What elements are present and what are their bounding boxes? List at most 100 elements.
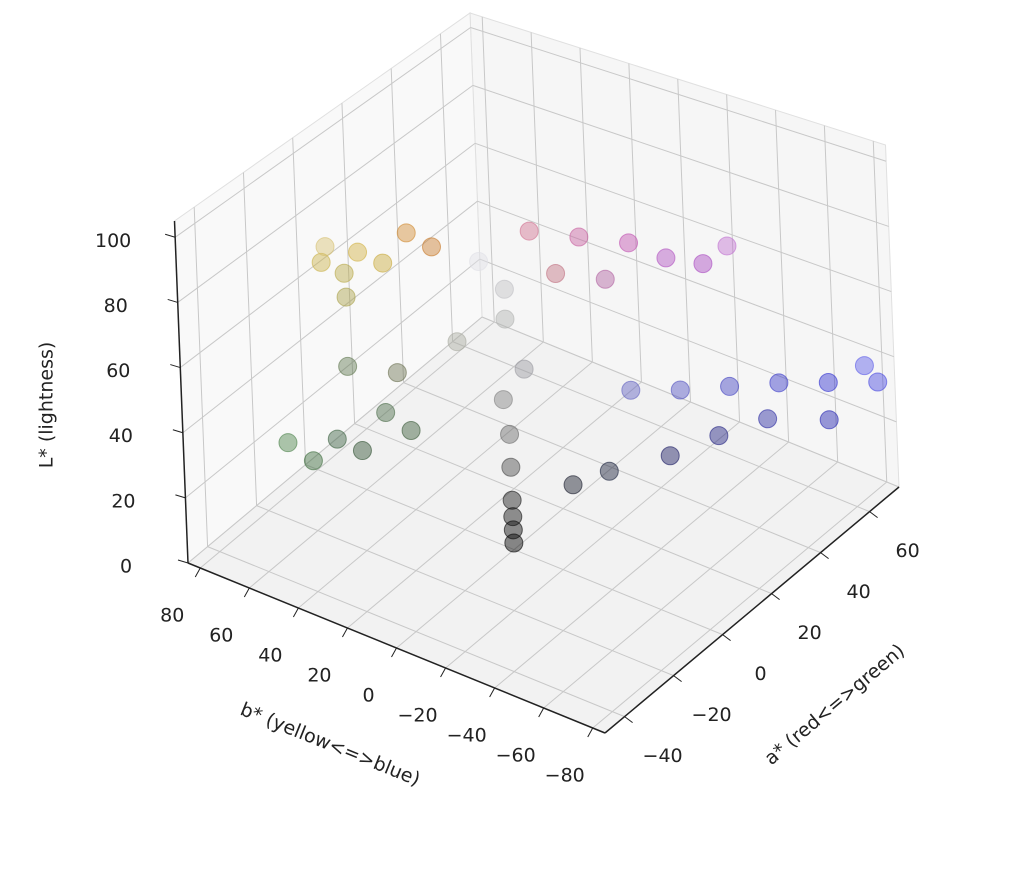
point <box>495 309 515 329</box>
point <box>348 242 368 262</box>
point <box>387 363 407 383</box>
point <box>493 390 513 410</box>
point <box>401 421 421 441</box>
grid-line <box>628 63 642 383</box>
x-tick <box>771 593 780 600</box>
grid-line <box>298 361 593 609</box>
point <box>504 533 524 553</box>
points <box>278 221 888 553</box>
z-axis-label: L* (lightness) <box>36 342 58 469</box>
z-tick-label: 40 <box>109 425 133 447</box>
grid-line <box>823 125 839 463</box>
point <box>621 380 641 400</box>
point <box>818 372 838 392</box>
point <box>501 457 521 477</box>
z-tick-label: 60 <box>106 360 130 382</box>
point <box>758 409 778 429</box>
y-tick <box>489 687 496 698</box>
grid-line <box>182 200 478 434</box>
z-tick <box>167 298 178 303</box>
point <box>315 237 335 257</box>
grid-line <box>185 258 481 499</box>
y-tick-label: −80 <box>545 765 585 787</box>
y-tick <box>440 667 446 678</box>
grid-line <box>177 84 474 303</box>
z-tick <box>170 364 181 369</box>
grid-line <box>439 33 454 342</box>
point <box>519 221 539 241</box>
point <box>502 490 522 510</box>
point <box>717 236 737 256</box>
point <box>373 253 393 273</box>
point <box>336 287 356 307</box>
grid-line <box>445 421 740 669</box>
point <box>334 263 354 283</box>
x-tick <box>820 552 829 559</box>
y-tick <box>538 707 545 718</box>
point <box>709 426 729 446</box>
y-tick <box>292 607 299 618</box>
grid-line <box>592 481 888 729</box>
grid-line <box>199 321 495 569</box>
point <box>500 424 520 444</box>
point <box>447 332 467 352</box>
x-axis-line <box>604 486 900 734</box>
grid-line <box>470 27 887 162</box>
point <box>278 433 298 453</box>
grid-line <box>481 16 495 323</box>
panes <box>173 12 900 734</box>
z-axis-line <box>173 220 189 564</box>
point <box>311 252 331 272</box>
x-tick-label: 60 <box>896 540 920 562</box>
grid-line <box>775 110 790 443</box>
grid-line <box>341 103 356 424</box>
point <box>619 233 639 253</box>
point <box>376 403 396 423</box>
grid-line <box>390 68 405 383</box>
axes <box>164 220 900 738</box>
grid <box>174 16 900 729</box>
x-axis-label: a* (red<=>green) <box>760 640 909 770</box>
grid-line <box>292 137 307 465</box>
z-tick-label: 0 <box>120 556 132 578</box>
y-tick <box>391 647 397 658</box>
point <box>769 373 789 393</box>
point <box>422 237 442 257</box>
x-tick <box>624 716 633 723</box>
y-tick-label: 80 <box>160 605 184 627</box>
grid-line <box>193 207 209 547</box>
grid-line <box>242 172 258 506</box>
x-tick-label: 40 <box>847 581 871 603</box>
point <box>660 446 680 466</box>
y-tick <box>342 627 348 638</box>
z-tick <box>175 494 186 499</box>
grid-line <box>481 316 900 488</box>
z-tick <box>172 429 184 434</box>
point <box>656 248 676 268</box>
grid-line <box>872 141 888 483</box>
x-tick-label: 0 <box>755 663 767 685</box>
y-tick <box>243 587 250 598</box>
point <box>514 359 534 379</box>
grid-line <box>677 78 691 403</box>
z-tick <box>164 233 176 238</box>
z-tick-label: 80 <box>104 295 128 317</box>
y-tick-label: 20 <box>307 665 331 687</box>
grid-line <box>174 27 471 238</box>
grid-line <box>472 84 889 227</box>
grid-line <box>396 401 691 649</box>
z-tick-label: 20 <box>111 490 135 512</box>
grid-line <box>579 47 593 363</box>
y-tick-label: 0 <box>362 685 374 707</box>
point <box>563 475 583 495</box>
point <box>720 376 740 396</box>
z-tick <box>177 559 189 564</box>
point <box>599 461 619 481</box>
x-tick-label: −40 <box>643 745 683 767</box>
point <box>503 507 523 527</box>
grid-line <box>187 316 483 564</box>
point <box>819 410 839 430</box>
grid-line <box>494 441 789 689</box>
point <box>854 356 874 376</box>
